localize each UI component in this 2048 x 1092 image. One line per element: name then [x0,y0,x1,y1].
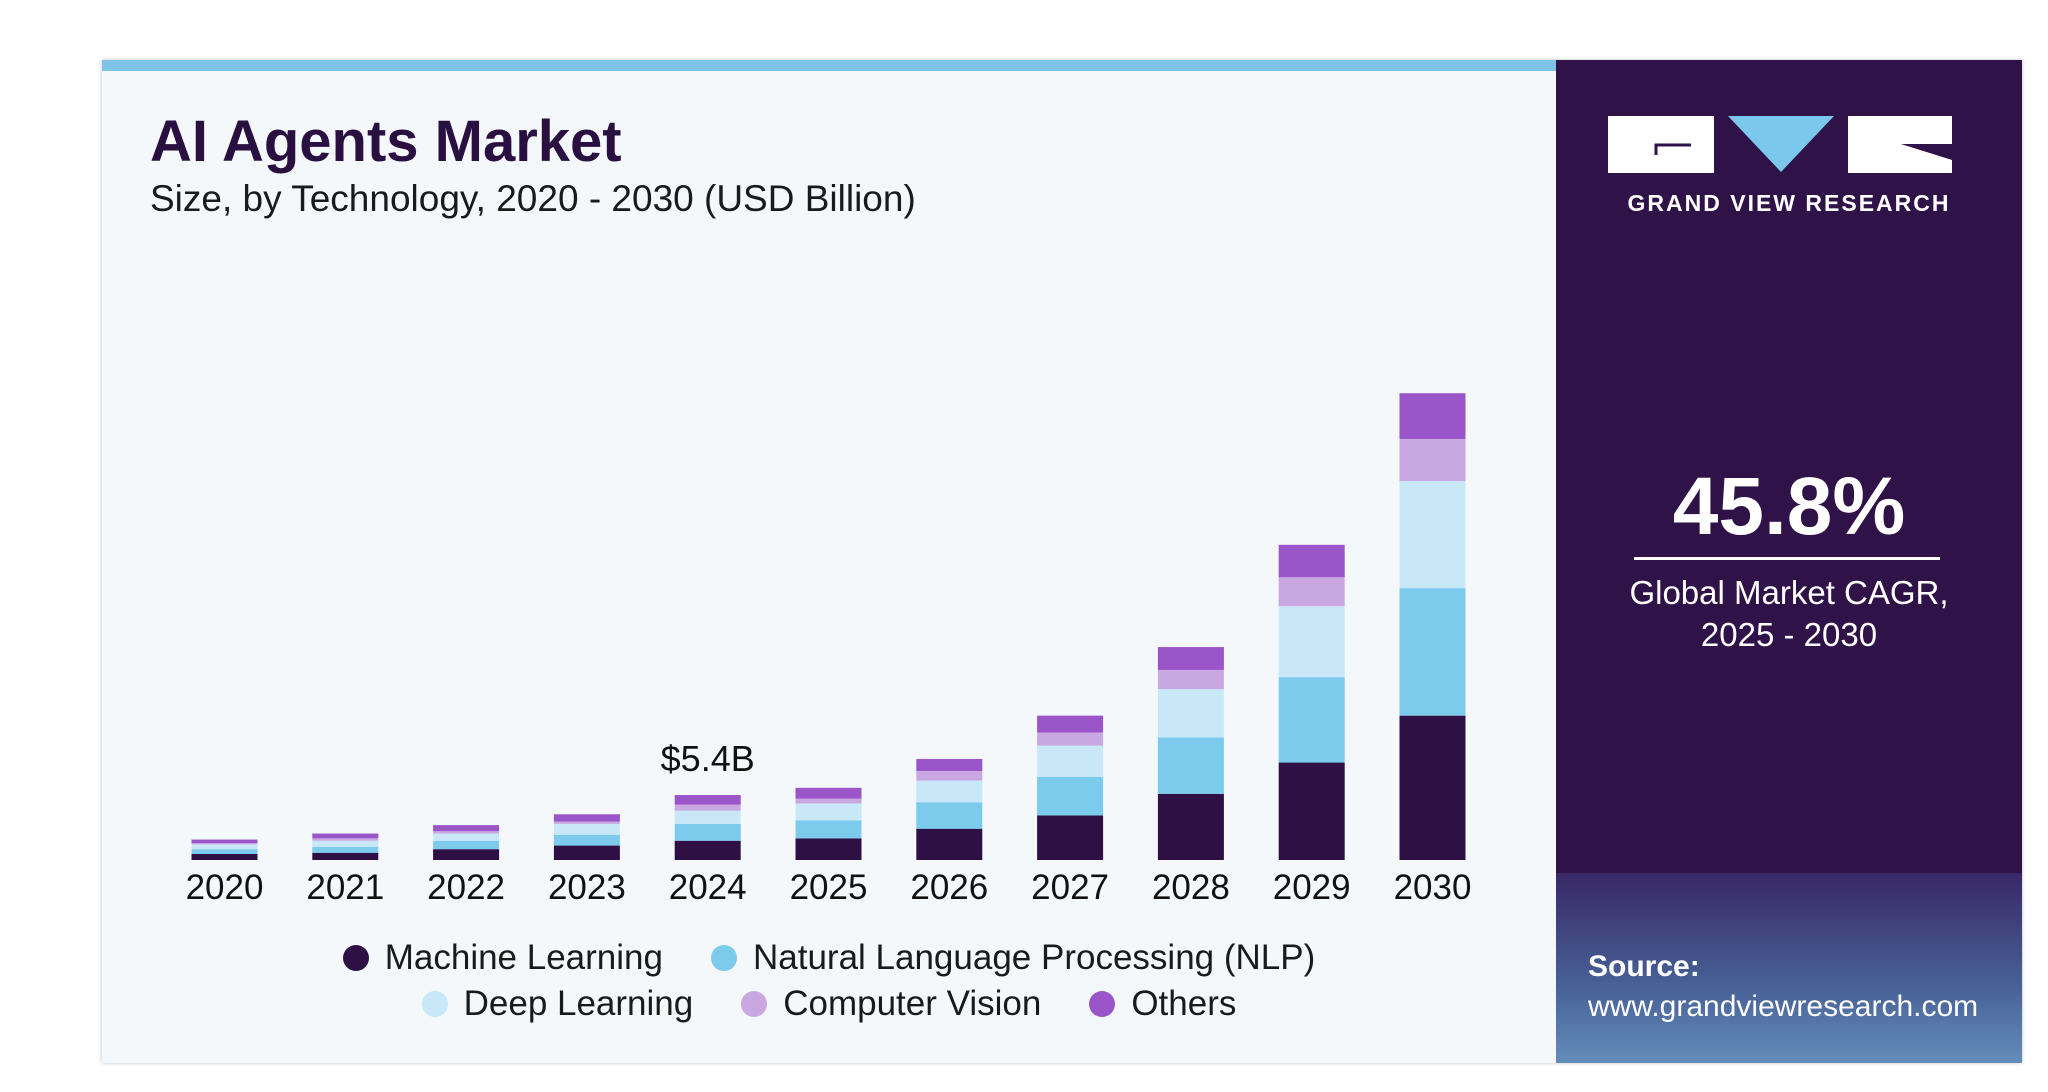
bar-segment-computer-vision-2024 [674,804,741,811]
info-panel: GRAND VIEW RESEARCH 45.8% Global Market … [1556,60,2022,1063]
legend-row-1: Machine Learning Natural Language Proces… [102,938,1556,978]
bar-segment-computer-vision-2028 [1157,669,1224,690]
bar-segment-deep-learning-2028 [1157,689,1224,738]
legend-label: Deep Learning [463,984,694,1023]
bar-segment-machine-learning-2020 [191,853,258,860]
bar-segment-natural-language-processing-nlp-2023 [553,834,620,846]
legend-item-machine-learning: Machine Learning [342,938,663,978]
bar-segment-deep-learning-2024 [674,810,741,824]
x-tick-label: 2028 [1152,868,1230,907]
x-tick-label: 2020 [186,868,264,907]
legend-label: Natural Language Processing (NLP) [752,938,1316,977]
legend-swatch [421,991,448,1017]
cagr-label-line2: 2025 - 2030 [1700,616,1878,653]
bar-segment-computer-vision-2027 [1037,732,1104,746]
x-tick-label: 2027 [1031,868,1109,907]
bar-segment-machine-learning-2026 [916,828,983,860]
bar-segment-natural-language-processing-nlp-2025 [795,820,862,839]
legend-swatch [710,945,737,971]
legend-label: Machine Learning [384,938,663,977]
bar-segment-computer-vision-2030 [1399,438,1466,482]
bar-segment-natural-language-processing-nlp-2022 [433,840,500,850]
bar-segment-computer-vision-2025 [795,798,862,804]
bar-segment-others-2023 [553,814,620,822]
legend-row-2: Deep Learning Computer Vision Others [102,984,1556,1024]
x-tick-label: 2029 [1273,868,1351,907]
brand-name: GRAND VIEW RESEARCH [1627,190,1951,216]
bar-segment-natural-language-processing-nlp-2030 [1399,588,1466,716]
chart-subtitle: Size, by Technology, 2020 - 2030 (USD Bi… [150,178,916,219]
cagr-value: 45.8% [1672,461,1906,552]
x-tick-label: 2021 [306,868,384,907]
legend-swatch [342,945,369,971]
bar-segment-natural-language-processing-nlp-2021 [312,846,379,853]
bar-segment-machine-learning-2024 [674,840,741,860]
bar-segment-others-2028 [1157,647,1224,670]
bar-segment-natural-language-processing-nlp-2027 [1037,776,1104,816]
legend-swatch [741,991,768,1017]
legend-label: Others [1131,984,1237,1023]
bar-segment-natural-language-processing-nlp-2020 [191,849,258,854]
bar-segment-others-2021 [312,833,379,839]
x-tick-label: 2024 [669,868,747,907]
bar-segment-machine-learning-2030 [1399,715,1466,860]
bar-segment-deep-learning-2020 [191,844,258,850]
legend-item-computer-vision: Computer Vision [741,984,1041,1024]
chart-title: AI Agents Market [150,109,622,174]
bar-segment-deep-learning-2026 [916,780,983,803]
bar-segment-deep-learning-2030 [1399,481,1466,589]
bar-segment-machine-learning-2027 [1037,815,1104,860]
bar-segment-machine-learning-2021 [312,852,379,860]
x-tick-label: 2030 [1394,868,1472,907]
bar-segment-others-2027 [1037,715,1104,733]
bar-segment-others-2030 [1399,393,1466,439]
bar-segment-natural-language-processing-nlp-2028 [1157,737,1224,794]
bar-segment-deep-learning-2023 [553,823,620,835]
x-tick-label: 2022 [427,868,505,907]
bar-segment-natural-language-processing-nlp-2024 [674,823,741,841]
bar-segment-natural-language-processing-nlp-2026 [916,802,983,829]
bar-segment-deep-learning-2025 [795,803,862,821]
bar-segment-others-2025 [795,787,862,799]
bar-segment-computer-vision-2023 [553,821,620,824]
bar-segment-computer-vision-2020 [191,843,258,845]
legend-swatch [1089,991,1116,1017]
bar-segment-natural-language-processing-nlp-2029 [1278,677,1345,763]
bar-segment-deep-learning-2021 [312,840,379,847]
legend-item-others: Others [1089,984,1236,1024]
bar-segment-deep-learning-2027 [1037,745,1104,777]
cagr-label-line1: Global Market CAGR, [1629,574,1949,611]
bar-segment-machine-learning-2025 [795,838,862,860]
cagr-label: Global Market CAGR, 2025 - 2030 [1556,572,2022,656]
accent-bar [102,60,1556,71]
bar-segment-deep-learning-2029 [1278,606,1345,678]
bar-segment-machine-learning-2022 [433,849,500,860]
bar-segment-machine-learning-2028 [1157,793,1224,860]
bar-segment-computer-vision-2022 [433,831,500,834]
x-tick-label: 2026 [910,868,988,907]
bar-segment-computer-vision-2021 [312,838,379,841]
source-url[interactable]: www.grandviewresearch.com [1588,990,1979,1023]
legend-item-deep-learning: Deep Learning [421,984,694,1024]
legend-label: Computer Vision [783,984,1042,1023]
data-label: $5.4B [661,738,755,779]
bar-segment-others-2026 [916,758,983,771]
stacked-bar-chart: 2020 2021 2022 2023 2024 $5.4B 2025 2026 2027 202… [186,393,1472,907]
bar-segment-machine-learning-2023 [553,845,620,860]
x-tick-label: 2023 [548,868,626,907]
legend-item-nlp: Natural Language Processing (NLP) [710,938,1316,978]
bar-segment-computer-vision-2026 [916,770,983,781]
grand-view-research-logo [1608,116,1952,173]
panel-gradient [1556,873,2022,1063]
bar-segment-others-2022 [433,825,500,832]
bar-segment-others-2024 [674,795,741,805]
bar-segment-others-2029 [1278,544,1345,578]
source-label: Source: [1588,950,1700,983]
bar-segment-others-2020 [191,839,258,844]
bar-segment-deep-learning-2022 [433,833,500,841]
x-tick-label: 2025 [790,868,868,907]
bar-segment-computer-vision-2029 [1278,577,1345,607]
bar-segment-machine-learning-2029 [1278,762,1345,860]
divider [1634,557,1940,560]
